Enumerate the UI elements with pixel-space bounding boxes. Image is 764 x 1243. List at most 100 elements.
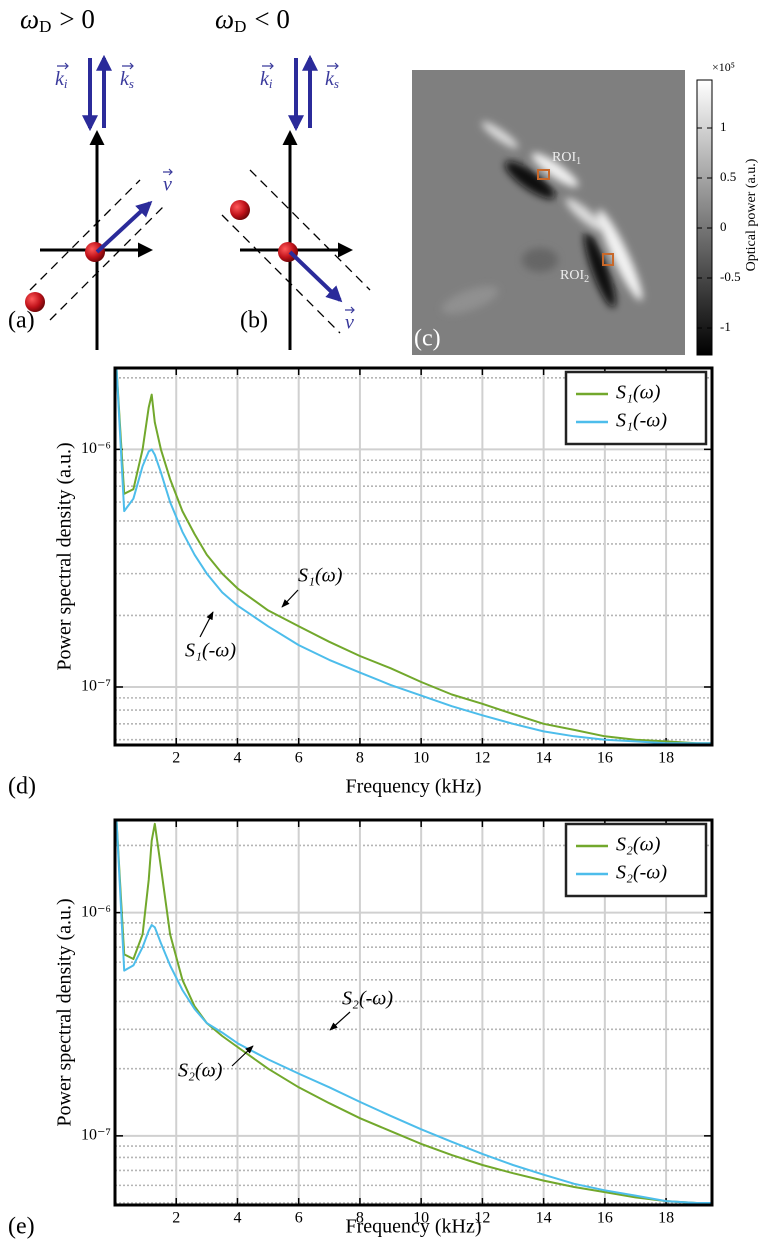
k-s-label: ks bbox=[325, 68, 339, 91]
colorbar-tick-label: 0.5 bbox=[720, 169, 736, 184]
diagram-title: ωD > 0 bbox=[20, 4, 95, 36]
x-tick-label: 6 bbox=[295, 1210, 303, 1227]
title-relation: > 0 bbox=[59, 4, 94, 34]
x-tick-label: 16 bbox=[597, 750, 613, 767]
k-subscript: i bbox=[269, 76, 273, 91]
panel-label: (e) bbox=[8, 1214, 35, 1240]
blood-cell bbox=[230, 200, 250, 220]
diagram-title: ωD < 0 bbox=[215, 4, 290, 36]
vector-accent bbox=[262, 62, 355, 314]
y-axis-label: Power spectral density (a.u.) bbox=[54, 898, 76, 1126]
panel-label: (a) bbox=[8, 308, 35, 334]
y-tick-label: 10⁻⁷ bbox=[81, 1127, 111, 1144]
title-relation: < 0 bbox=[254, 4, 289, 34]
legend-label: S₁(ω) bbox=[616, 382, 661, 404]
colorbar-tick-label: -1 bbox=[720, 319, 731, 334]
x-tick-label: 18 bbox=[658, 750, 674, 767]
x-tick-label: 10 bbox=[413, 750, 429, 767]
x-tick-label: 2 bbox=[172, 750, 180, 767]
velocity-label: v bbox=[345, 312, 354, 334]
flow-boundary bbox=[49, 204, 166, 321]
title-subscript: D bbox=[234, 17, 246, 36]
legend-label: S₂(ω) bbox=[616, 834, 661, 856]
k-subscript: i bbox=[64, 76, 68, 91]
k-symbol: k bbox=[325, 68, 335, 90]
k-symbol: k bbox=[260, 68, 270, 90]
panel-label: (b) bbox=[240, 308, 268, 334]
annotation: S₁(-ω) bbox=[185, 640, 236, 662]
diagram-a: ωD > 0 ki ks v (a) bbox=[8, 4, 173, 350]
flow-boundary bbox=[29, 179, 141, 291]
y-tick-label: 10⁻⁷ bbox=[81, 678, 111, 695]
annotation: S₂(-ω) bbox=[342, 988, 393, 1010]
y-axis-label: Power spectral density (a.u.) bbox=[54, 442, 76, 670]
image-features bbox=[441, 121, 643, 314]
k-symbol: k bbox=[55, 68, 65, 90]
colorbar-ticks: -1 -0.5 0 0.5 1 bbox=[697, 119, 741, 334]
title-symbol: ω bbox=[20, 4, 39, 34]
colorbar-tick-label: 0 bbox=[720, 219, 727, 234]
velocity-label: v bbox=[163, 174, 172, 196]
flow-boundary bbox=[249, 169, 371, 291]
k-i-label: ki bbox=[260, 68, 273, 91]
x-tick-label: 12 bbox=[474, 750, 490, 767]
colorbar-exponent: ×10⁵ bbox=[712, 60, 735, 74]
x-axis-label: Frequency (kHz) bbox=[345, 1216, 481, 1238]
roi-subscript: 2 bbox=[584, 274, 589, 285]
y-tick-label: 10⁻⁶ bbox=[81, 903, 111, 920]
k-subscript: s bbox=[334, 76, 339, 91]
plot-frame bbox=[113, 818, 714, 1207]
chart-e: 2 4 6 8 10 12 14 16 18 10⁻⁷ 10⁻⁶ S₂(-ω) S₂(ω) S₂(ω) S₂… bbox=[8, 818, 714, 1240]
panel-label: (d) bbox=[8, 774, 36, 800]
annotation: S₂(ω) bbox=[178, 1060, 223, 1082]
x-tick-label: 10 bbox=[413, 1210, 429, 1227]
flow-boundary bbox=[221, 214, 341, 334]
legend-label: S₁(-ω) bbox=[616, 410, 667, 432]
y-tick-label: 10⁻⁶ bbox=[81, 440, 111, 457]
vector-accent bbox=[57, 62, 173, 176]
annotation-arrow bbox=[281, 589, 299, 608]
x-tick-label: 8 bbox=[356, 750, 364, 767]
diagram-b: ωD < 0 ki ks v (b) bbox=[215, 4, 371, 350]
roi-box bbox=[602, 253, 614, 266]
title-symbol: ω bbox=[215, 4, 234, 34]
series-line bbox=[115, 368, 712, 745]
roi-text: ROI bbox=[552, 150, 576, 165]
velocity-arrow bbox=[288, 250, 343, 303]
series-line bbox=[115, 820, 712, 1204]
k-s-label: ks bbox=[120, 68, 134, 91]
k-subscript: s bbox=[129, 76, 134, 91]
annotation-arrow bbox=[231, 1045, 254, 1067]
panel-label: (c) bbox=[414, 326, 441, 352]
x-tick-label: 18 bbox=[658, 1210, 674, 1227]
series-line bbox=[115, 368, 712, 745]
legend-box bbox=[564, 370, 708, 446]
x-tick-label: 14 bbox=[536, 1210, 552, 1227]
x-tick-label: 6 bbox=[295, 750, 303, 767]
x-tick-label: 14 bbox=[536, 750, 552, 767]
annotation-arrow bbox=[199, 611, 214, 638]
annotation: S₁(ω) bbox=[298, 565, 343, 587]
chart-d: 2 4 6 8 10 12 14 16 18 10⁻⁷ 10⁻⁶ S₁(ω) S₁(-ω) S₁(ω) S₁… bbox=[8, 366, 714, 800]
colorbar-tick-label: 1 bbox=[720, 119, 727, 134]
colorbar bbox=[696, 79, 713, 356]
roi-text: ROI bbox=[560, 268, 584, 283]
x-tick-label: 8 bbox=[356, 1210, 364, 1227]
colorbar-tick-label: -0.5 bbox=[720, 269, 741, 284]
roi-label: ROI1 bbox=[552, 150, 581, 167]
velocity-arrow bbox=[95, 200, 153, 254]
x-tick-label: 2 bbox=[172, 1210, 180, 1227]
roi-subscript: 1 bbox=[576, 156, 581, 167]
series-line bbox=[115, 820, 712, 1204]
colorbar-label: Optical power (a.u.) bbox=[744, 158, 759, 271]
x-tick-label: 4 bbox=[233, 750, 241, 767]
k-symbol: k bbox=[120, 68, 130, 90]
blood-cell bbox=[25, 292, 45, 312]
image-panel: ROI1 ROI2 (c) ×10⁵ Optical power (a.u.) … bbox=[412, 60, 759, 356]
annotation-arrow bbox=[329, 1011, 351, 1031]
roi-box bbox=[537, 169, 550, 180]
x-tick-label: 12 bbox=[474, 1210, 490, 1227]
x-tick-label: 16 bbox=[597, 1210, 613, 1227]
title-subscript: D bbox=[39, 17, 51, 36]
